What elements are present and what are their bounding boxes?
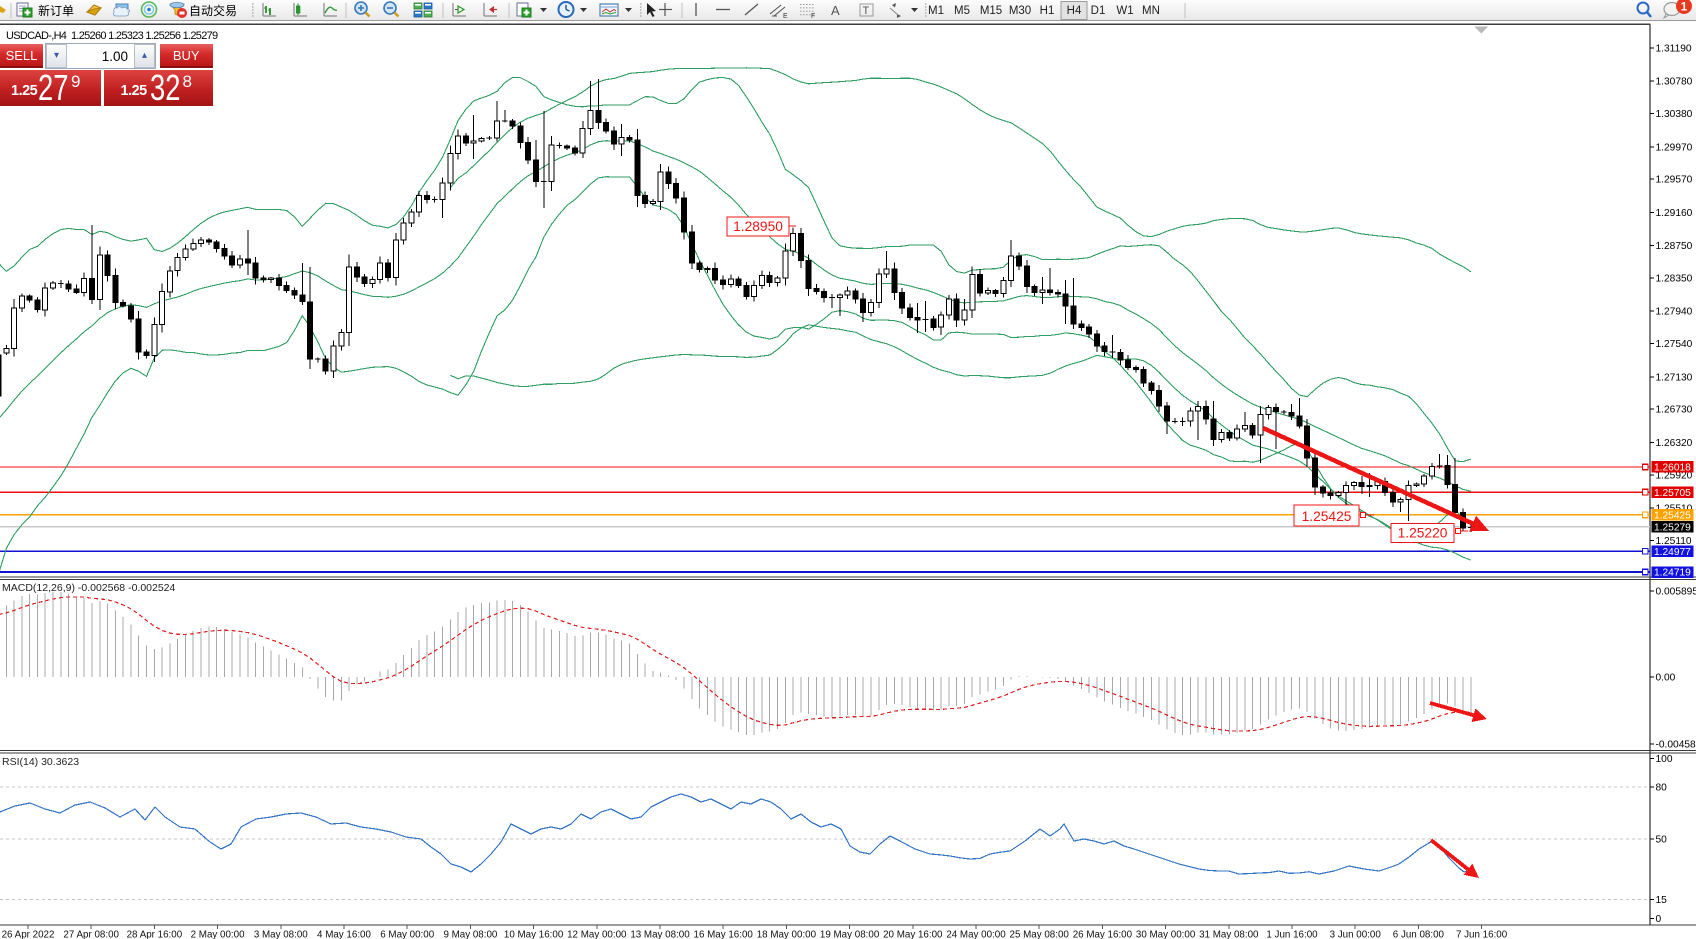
svg-text:4 May 16:00: 4 May 16:00: [317, 930, 371, 939]
svg-text:13 May 08:00: 13 May 08:00: [630, 930, 690, 939]
svg-text:1: 1: [1681, 0, 1688, 14]
svg-text:1.28950: 1.28950: [733, 219, 783, 234]
svg-text:1.24719: 1.24719: [1654, 568, 1691, 579]
svg-text:3 Jun 00:00: 3 Jun 00:00: [1330, 930, 1382, 939]
svg-text:100: 100: [1656, 754, 1673, 765]
svg-text:1.25110: 1.25110: [1656, 536, 1692, 547]
svg-text:新订单: 新订单: [38, 3, 74, 18]
svg-text:30 May 00:00: 30 May 00:00: [1136, 930, 1196, 939]
svg-text:25 May 08:00: 25 May 08:00: [1010, 930, 1070, 939]
svg-text:1.25279: 1.25279: [1654, 522, 1691, 533]
svg-text:1.30380: 1.30380: [1656, 109, 1693, 120]
svg-text:26 May 16:00: 26 May 16:00: [1073, 930, 1133, 939]
svg-text:M5: M5: [954, 5, 970, 17]
svg-text:20 May 16:00: 20 May 16:00: [883, 930, 943, 939]
svg-text:RSI(14) 30.3623: RSI(14) 30.3623: [2, 756, 79, 768]
svg-text:1.27940: 1.27940: [1656, 307, 1693, 318]
svg-text:1.25920: 1.25920: [1656, 470, 1693, 481]
svg-text:2 May 00:00: 2 May 00:00: [191, 930, 245, 939]
svg-text:1.25425: 1.25425: [1302, 509, 1352, 524]
svg-text:27 Apr 08:00: 27 Apr 08:00: [63, 930, 119, 939]
svg-text:6 May 00:00: 6 May 00:00: [380, 930, 434, 939]
svg-text:31 May 08:00: 31 May 08:00: [1199, 930, 1259, 939]
svg-text:1.28350: 1.28350: [1656, 274, 1693, 285]
svg-text:M15: M15: [980, 5, 1002, 17]
svg-text:1 Jun 16:00: 1 Jun 16:00: [1266, 930, 1318, 939]
svg-text:E: E: [783, 13, 788, 20]
svg-text:MACD(12,26,9) -0.002568 -0.002: MACD(12,26,9) -0.002568 -0.002524: [2, 582, 176, 594]
svg-text:18 May 00:00: 18 May 00:00: [757, 930, 817, 939]
svg-text:1.29970: 1.29970: [1656, 142, 1693, 153]
svg-text:-0.004586: -0.004586: [1656, 740, 1696, 751]
svg-text:1.26730: 1.26730: [1656, 405, 1693, 416]
svg-text:50: 50: [1656, 835, 1668, 846]
svg-text:T: T: [863, 5, 870, 17]
svg-text:1.25510: 1.25510: [1656, 504, 1693, 515]
svg-text:F: F: [811, 13, 815, 20]
svg-text:0.00: 0.00: [1656, 673, 1676, 684]
svg-text:W1: W1: [1116, 5, 1133, 17]
svg-text:19 May 08:00: 19 May 08:00: [820, 930, 880, 939]
svg-text:1.26018: 1.26018: [1654, 463, 1691, 474]
svg-text:1.30780: 1.30780: [1656, 77, 1693, 88]
svg-text:1.25705: 1.25705: [1654, 488, 1691, 499]
svg-text:D1: D1: [1091, 5, 1106, 17]
svg-text:1.29160: 1.29160: [1656, 208, 1693, 219]
svg-text:7 Jun 16:00: 7 Jun 16:00: [1456, 930, 1508, 939]
svg-text:H4: H4: [1067, 5, 1082, 17]
svg-text:28 Apr 16:00: 28 Apr 16:00: [127, 930, 183, 939]
svg-text:M30: M30: [1009, 5, 1031, 17]
svg-text:1.25220: 1.25220: [1398, 526, 1448, 541]
svg-text:80: 80: [1656, 783, 1668, 794]
svg-text:16 May 16:00: 16 May 16:00: [694, 930, 754, 939]
svg-text:M1: M1: [928, 5, 944, 17]
svg-text:1.29570: 1.29570: [1656, 175, 1693, 186]
svg-text:1.28750: 1.28750: [1656, 241, 1693, 252]
svg-text:24 May 00:00: 24 May 00:00: [946, 930, 1006, 939]
svg-text:9 May 08:00: 9 May 08:00: [443, 930, 497, 939]
svg-text:H1: H1: [1040, 5, 1055, 17]
svg-text:26 Apr 2022: 26 Apr 2022: [2, 930, 55, 939]
svg-text:1.25425: 1.25425: [1654, 511, 1691, 522]
svg-text:10 May 16:00: 10 May 16:00: [504, 930, 564, 939]
svg-text:3 May 08:00: 3 May 08:00: [254, 930, 308, 939]
svg-text:1.26320: 1.26320: [1656, 438, 1693, 449]
svg-text:6 Jun 08:00: 6 Jun 08:00: [1393, 930, 1445, 939]
svg-text:1.27130: 1.27130: [1656, 372, 1693, 383]
svg-text:12 May 00:00: 12 May 00:00: [567, 930, 627, 939]
svg-text:1.24977: 1.24977: [1654, 547, 1691, 558]
svg-text:自动交易: 自动交易: [189, 3, 237, 18]
svg-text:1.31190: 1.31190: [1656, 44, 1692, 55]
svg-text:0: 0: [1656, 914, 1662, 925]
svg-text:15: 15: [1656, 895, 1668, 906]
svg-text:MN: MN: [1142, 5, 1160, 17]
svg-text:0.005895: 0.005895: [1656, 586, 1696, 597]
svg-text:A: A: [831, 3, 840, 18]
svg-text:1.27540: 1.27540: [1656, 339, 1693, 350]
